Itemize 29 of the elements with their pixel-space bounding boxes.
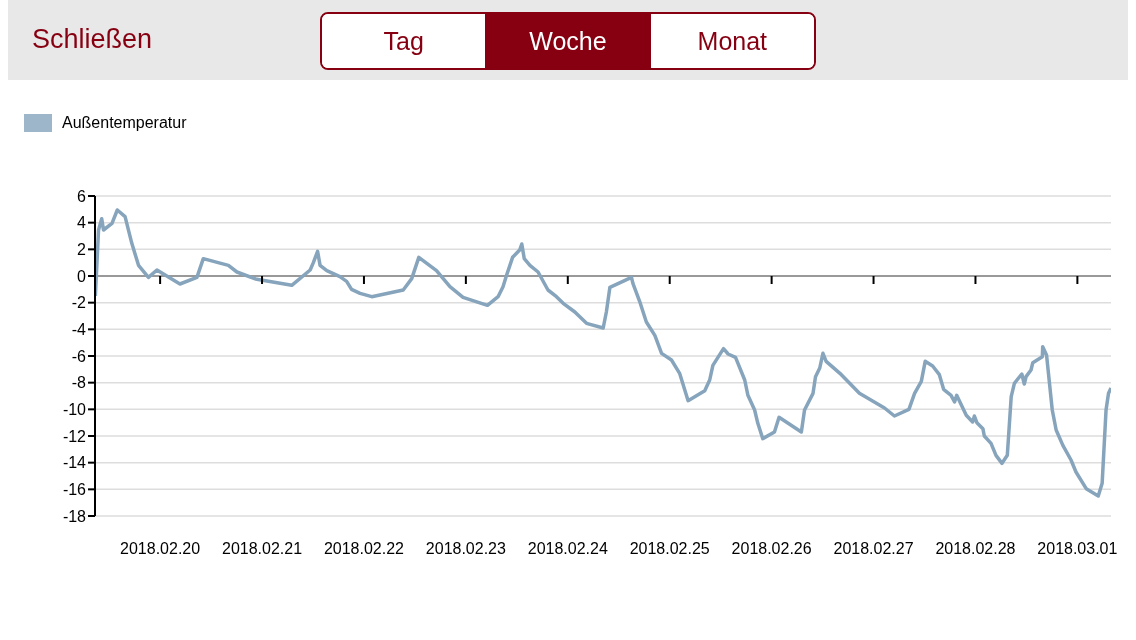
y-tick-label: -10: [62, 401, 87, 419]
y-tick-label: -14: [62, 454, 87, 472]
y-tick-label: -6: [71, 347, 87, 365]
y-tick-label: 2: [77, 241, 87, 259]
x-tick-label: 2018.02.22: [323, 540, 405, 557]
text: Schließen: [32, 24, 153, 55]
text: Woche: [485, 14, 650, 68]
text: Monat: [649, 14, 814, 68]
y-tick-label: -18: [62, 507, 87, 525]
x-tick-label: 2018.02.24: [527, 540, 608, 557]
text: Tag: [322, 14, 486, 68]
x-tick-label: 2018.03.01: [1037, 540, 1118, 557]
y-tick-label: -4: [71, 321, 87, 339]
x-tick-label: 2018.02.23: [425, 540, 507, 557]
y-tick-label: -12: [62, 427, 87, 445]
y-tick-label: 4: [77, 214, 87, 232]
y-tick-label: 0: [77, 267, 87, 285]
x-tick-label: 2018.02.21: [221, 540, 303, 557]
x-tick-label: 2018.02.26: [731, 540, 812, 557]
x-tick-label: 2018.02.25: [629, 540, 710, 557]
line-series: [95, 208, 1111, 498]
legend-label: Außentemperatur: [62, 114, 187, 132]
y-tick-label: -16: [62, 481, 87, 499]
y-tick-label: 6: [77, 187, 87, 205]
x-tick-label: 2018.02.20: [120, 540, 201, 557]
y-tick-label: -8: [71, 374, 87, 392]
x-tick-label: 2018.02.27: [833, 540, 914, 557]
y-tick-label: -2: [71, 294, 87, 312]
x-tick-label: 2018.02.28: [935, 540, 1016, 557]
